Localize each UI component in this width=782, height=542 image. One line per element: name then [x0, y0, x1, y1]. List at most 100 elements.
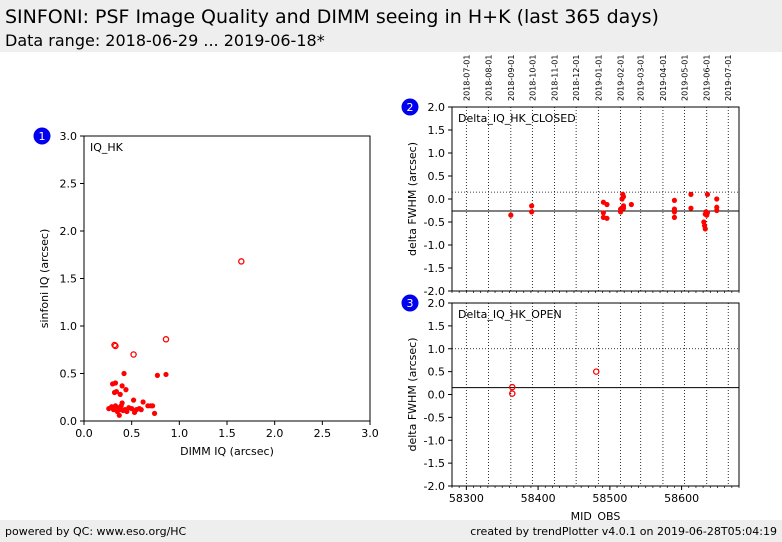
panel-number: 1 [39, 130, 46, 143]
y-tick-label: 1.0 [428, 147, 446, 160]
plot-frame [451, 106, 740, 292]
data-point [628, 201, 634, 208]
x-axis-label: DIMM IQ (arcsec) [180, 445, 274, 458]
data-point [138, 407, 144, 413]
y-axis-label: delta FWHM (arcsec) [406, 337, 419, 451]
y-axis-label: sinfoni IQ (arcsec) [38, 229, 51, 328]
y-tick-label: -0.5 [424, 411, 445, 424]
date-tick-label: 2019-01-01 [594, 55, 603, 102]
date-tick-label: 2019-04-01 [659, 55, 668, 102]
footer-bar: powered by QC: www.eso.org/HC created by… [0, 520, 782, 542]
y-tick-label: 1.0 [428, 343, 446, 356]
date-tick-label: 2019-07-01 [724, 55, 733, 102]
panel-label: Delta_IQ_HK_CLOSED [458, 112, 576, 125]
data-point [671, 197, 678, 203]
data-point [151, 410, 158, 416]
y-tick-label: 1.5 [428, 124, 446, 137]
panel-number: 2 [407, 101, 414, 114]
panel-number: 3 [407, 297, 414, 310]
y-tick-label: 0.5 [60, 368, 78, 381]
y-tick-label: 1.5 [428, 320, 446, 333]
date-tick-label: 2019-03-01 [637, 55, 646, 102]
x-tick-label: 58500 [592, 492, 627, 505]
data-point [704, 210, 711, 216]
data-point [130, 351, 137, 358]
data-point [702, 226, 708, 232]
data-point [600, 210, 606, 216]
data-point [112, 380, 119, 386]
x-tick-label: 1.0 [171, 427, 189, 440]
date-tick-label: 2019-06-01 [703, 55, 712, 102]
data-point [121, 370, 127, 377]
data-point [509, 383, 516, 391]
data-point [688, 205, 694, 211]
data-point [509, 390, 516, 397]
x-axis-label: MJD_OBS [571, 510, 621, 520]
data-point [604, 201, 610, 208]
x-tick-label: 58400 [521, 492, 556, 505]
data-point [119, 383, 125, 389]
data-point [130, 397, 137, 403]
x-tick-label: 1.5 [218, 427, 236, 440]
data-point [704, 191, 711, 197]
panel-label: Delta_IQ_HK_OPEN [458, 308, 562, 321]
y-tick-label: -1.5 [424, 457, 445, 470]
plot-frame [83, 135, 371, 422]
y-tick-label: 1.0 [60, 320, 78, 333]
panel-number-badge [401, 98, 419, 116]
y-axis-label: delta FWHM (arcsec) [406, 142, 419, 256]
data-point [140, 399, 146, 405]
date-tick-label: 2018-11-01 [551, 55, 560, 102]
y-tick-label: 2.5 [60, 178, 78, 191]
x-tick-label: 3.0 [361, 427, 379, 440]
y-tick-label: 2.0 [428, 101, 446, 114]
y-tick-label: -1.5 [424, 262, 445, 275]
x-tick-label: 58600 [664, 492, 699, 505]
data-point [162, 336, 170, 343]
data-point [714, 196, 720, 202]
panel-label: IQ_HK [90, 141, 124, 154]
data-point [671, 209, 678, 215]
data-point [129, 406, 135, 412]
y-tick-label: 0.0 [428, 193, 446, 206]
y-tick-label: 3.0 [60, 130, 78, 143]
data-point [529, 203, 535, 209]
date-tick-label: 2018-12-01 [572, 55, 581, 102]
data-point [620, 203, 627, 209]
data-point [238, 258, 245, 265]
page-title: SINFONI: PSF Image Quality and DIMM seei… [5, 6, 659, 28]
data-point [604, 215, 610, 221]
data-point [529, 209, 535, 215]
date-tick-label: 2019-05-01 [680, 55, 689, 102]
date-tick-label: 2018-08-01 [485, 55, 494, 102]
y-tick-label: -1.0 [424, 434, 445, 447]
panel-number-badge [33, 127, 51, 145]
data-point [618, 209, 624, 215]
data-point [116, 412, 122, 418]
y-tick-label: 2.0 [428, 297, 446, 310]
data-range: Data range: 2018-06-29 ... 2019-06-18* [5, 31, 325, 50]
y-tick-label: 0.5 [428, 366, 446, 379]
date-tick-label: 2018-07-01 [462, 55, 471, 102]
data-point [620, 194, 627, 200]
plot-frame [451, 302, 740, 487]
x-tick-label: 2.5 [314, 427, 332, 440]
panel-number-badge [401, 294, 419, 312]
data-point [119, 400, 125, 406]
date-tick-label: 2019-02-01 [617, 55, 626, 102]
y-tick-label: 2.0 [60, 225, 78, 238]
date-tick-label: 2018-09-01 [507, 55, 516, 102]
x-tick-label: 0.5 [123, 427, 141, 440]
header-bar: SINFONI: PSF Image Quality and DIMM seei… [0, 0, 782, 52]
data-point [688, 191, 694, 197]
data-point [671, 214, 678, 220]
x-tick-label: 0.0 [75, 427, 93, 440]
data-point [117, 391, 123, 397]
y-tick-label: 1.5 [60, 273, 78, 286]
x-tick-label: 2.0 [266, 427, 284, 440]
y-tick-label: 0.0 [60, 415, 78, 428]
y-tick-label: -2.0 [424, 285, 445, 298]
data-point [154, 372, 161, 378]
y-tick-label: -0.5 [424, 216, 445, 229]
footer-powered-by: powered by QC: www.eso.org/HC [5, 525, 187, 538]
